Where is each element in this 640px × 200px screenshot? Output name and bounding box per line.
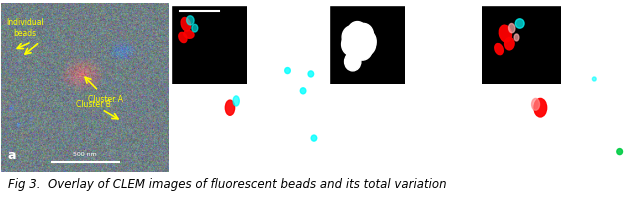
Circle shape xyxy=(342,34,362,56)
Circle shape xyxy=(593,78,596,82)
Bar xyxy=(480,6,563,86)
Circle shape xyxy=(300,88,306,94)
Text: Individual
beads: Individual beads xyxy=(6,18,44,38)
Bar xyxy=(172,7,247,85)
Circle shape xyxy=(443,83,447,87)
Text: c: c xyxy=(335,147,342,160)
Ellipse shape xyxy=(532,99,540,111)
Circle shape xyxy=(461,128,464,132)
Text: Cluster B: Cluster B xyxy=(566,44,600,53)
Circle shape xyxy=(345,99,349,103)
Ellipse shape xyxy=(233,96,239,106)
Text: a: a xyxy=(8,149,17,162)
Ellipse shape xyxy=(495,44,503,55)
Text: d: d xyxy=(486,147,495,160)
Text: b: b xyxy=(177,147,186,160)
Ellipse shape xyxy=(179,33,187,43)
Ellipse shape xyxy=(509,24,515,34)
Text: 500 nm: 500 nm xyxy=(529,148,552,153)
Circle shape xyxy=(308,72,314,78)
Circle shape xyxy=(353,24,374,47)
Ellipse shape xyxy=(504,38,514,51)
Ellipse shape xyxy=(499,26,511,43)
Circle shape xyxy=(347,29,371,56)
Circle shape xyxy=(346,39,366,61)
Text: Cluster B: Cluster B xyxy=(408,44,443,53)
Circle shape xyxy=(285,68,291,74)
Ellipse shape xyxy=(225,101,235,116)
Circle shape xyxy=(394,106,401,114)
Bar xyxy=(329,6,406,86)
Text: Cluster A: Cluster A xyxy=(88,95,123,104)
Ellipse shape xyxy=(187,17,194,26)
Circle shape xyxy=(388,115,394,121)
Text: Fig 3.  Overlay of CLEM images of fluorescent beads and its total variation: Fig 3. Overlay of CLEM images of fluores… xyxy=(8,177,446,190)
Text: 500 nm: 500 nm xyxy=(218,148,242,153)
Bar xyxy=(481,7,561,85)
Circle shape xyxy=(515,20,524,29)
Circle shape xyxy=(617,149,623,155)
Circle shape xyxy=(352,38,372,61)
Circle shape xyxy=(344,53,361,72)
Circle shape xyxy=(356,34,376,56)
Circle shape xyxy=(181,127,186,133)
Circle shape xyxy=(342,27,362,49)
Circle shape xyxy=(401,116,405,121)
Text: Cluster A: Cluster A xyxy=(523,121,558,130)
Bar xyxy=(330,7,404,85)
Text: Cluster B: Cluster B xyxy=(250,44,285,53)
Ellipse shape xyxy=(514,35,519,42)
Circle shape xyxy=(348,22,367,45)
Circle shape xyxy=(491,94,495,99)
Ellipse shape xyxy=(184,31,194,39)
Ellipse shape xyxy=(181,18,191,32)
Circle shape xyxy=(311,135,317,141)
Ellipse shape xyxy=(192,25,198,33)
Text: Cluster A: Cluster A xyxy=(212,118,248,127)
Ellipse shape xyxy=(534,99,547,117)
Text: Cluster B: Cluster B xyxy=(76,99,111,108)
Text: 500 nm: 500 nm xyxy=(73,151,97,156)
Bar xyxy=(171,6,248,86)
Circle shape xyxy=(356,31,376,54)
